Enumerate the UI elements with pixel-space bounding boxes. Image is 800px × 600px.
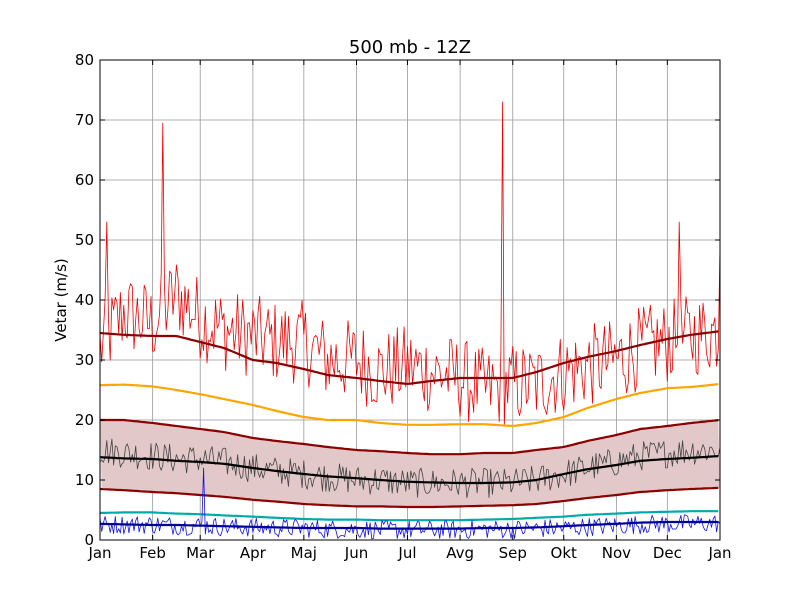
x-tick-label: Avg [446, 544, 474, 562]
x-tick-label: Feb [139, 544, 166, 562]
y-tick-label: 70 [75, 111, 94, 129]
series-line-6 [99, 383, 719, 427]
y-axis-label: Vetar (m/s) [52, 258, 70, 342]
x-tick-label: Apr [240, 544, 267, 562]
x-tick-label: Dec [653, 544, 682, 562]
x-tick-label: Maj [291, 544, 317, 562]
x-tick-label: Jul [397, 544, 416, 562]
x-tick-label: Nov [602, 544, 631, 562]
x-tick-label: Jan [707, 544, 731, 562]
series-line-3 [99, 438, 721, 499]
series-line-7 [99, 510, 719, 522]
series-line-0 [99, 101, 721, 427]
y-tick-label: 0 [84, 531, 94, 549]
series-line-1 [99, 330, 719, 385]
plot-area: Jan Feb Mar Apr Maj Jun Jul Avg Sep Okt Nov Dec Jan0… [75, 51, 732, 562]
series-line-5 [99, 455, 719, 485]
shaded-band [100, 420, 720, 507]
x-tick-label: Jan [87, 544, 111, 562]
series-line-9 [99, 520, 719, 530]
y-tick-label: 80 [75, 51, 94, 69]
x-tick-label: Jun [344, 544, 368, 562]
series-line-2 [100, 418, 719, 456]
y-tick-label: 20 [75, 411, 94, 429]
y-tick-label: 50 [75, 231, 94, 249]
x-tick-label: Mar [186, 544, 215, 562]
y-tick-label: 60 [75, 171, 94, 189]
x-tick-label: Sep [499, 544, 527, 562]
y-tick-label: 40 [75, 291, 94, 309]
x-tick-label: Okt [551, 544, 577, 562]
y-tick-label: 10 [75, 471, 94, 489]
y-tick-label: 30 [75, 351, 94, 369]
chart-title: 500 mb - 12Z [349, 37, 471, 58]
